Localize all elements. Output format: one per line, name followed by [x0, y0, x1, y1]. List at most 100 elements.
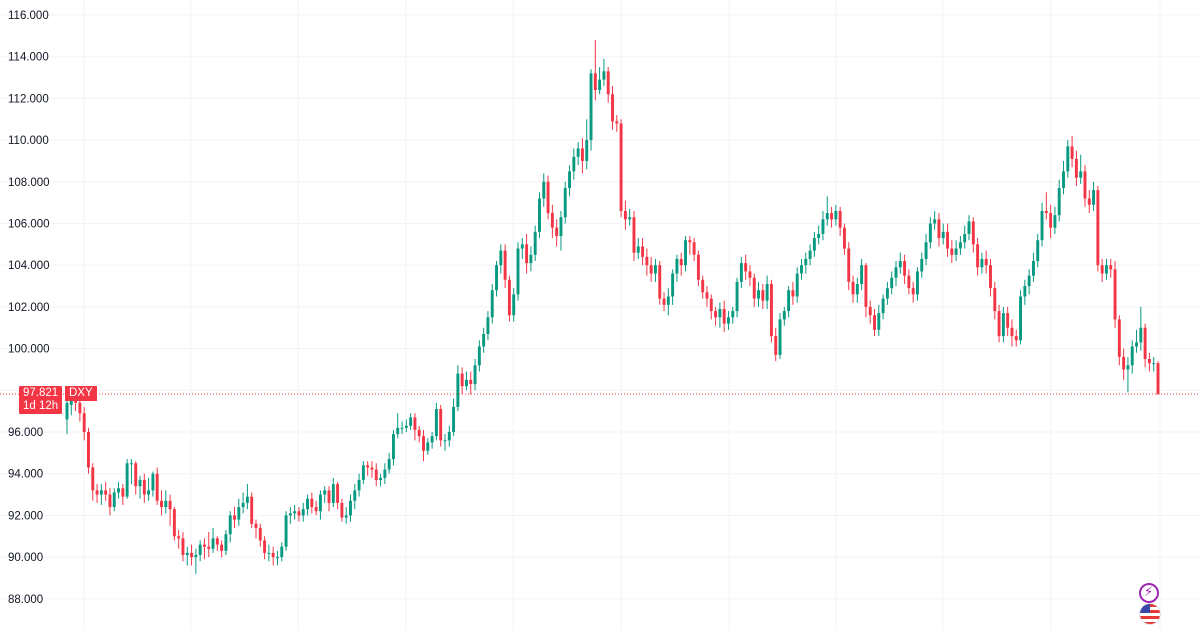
candle-body [885, 288, 889, 299]
candle-body [666, 296, 670, 305]
candle-body [314, 507, 318, 512]
candle-body [237, 507, 241, 520]
candle-body [928, 223, 932, 243]
candle-body [1122, 356, 1126, 370]
candle-body [645, 256, 649, 266]
candle-body [434, 409, 438, 437]
candle-body [744, 263, 748, 272]
candle-body [692, 242, 696, 255]
candle-body [1117, 319, 1121, 357]
candle-body [1147, 359, 1151, 364]
candle-body [155, 473, 159, 501]
candle-body [482, 334, 486, 347]
candle-body [82, 413, 86, 432]
candle-body [422, 436, 425, 451]
candle-body [984, 258, 988, 266]
candle-body [1074, 158, 1078, 178]
candle-body [585, 140, 589, 161]
candle-body [344, 515, 348, 518]
candle-body [301, 509, 305, 516]
candle-body [765, 283, 769, 301]
candle-body [688, 240, 692, 243]
candle-body [177, 536, 181, 539]
candle-body [1049, 213, 1053, 228]
candle-body [675, 258, 679, 274]
candle-body [404, 425, 408, 428]
candle-body [202, 544, 206, 547]
candle-body [254, 523, 258, 528]
candle-body [99, 490, 103, 495]
candle-body [580, 148, 584, 161]
candle-body [512, 294, 516, 316]
candle-body [722, 308, 726, 324]
candle-body [211, 538, 215, 549]
candles[interactable] [65, 40, 1160, 574]
candle-body [812, 238, 816, 251]
candle-body [284, 515, 288, 547]
candle-body [877, 313, 881, 330]
candle-body [924, 242, 928, 259]
candle-body [636, 246, 640, 253]
candle-body [233, 515, 236, 520]
candle-body [181, 538, 185, 556]
candle-body [606, 71, 610, 95]
candle-body [87, 432, 90, 468]
candle-body [576, 148, 580, 157]
candle-body [1139, 327, 1143, 343]
candle-body [503, 250, 507, 280]
candle-body [125, 463, 129, 497]
candle-body [542, 181, 546, 199]
candle-body [409, 417, 413, 426]
candle-body [538, 198, 541, 232]
candle-body [1152, 363, 1156, 365]
candle-body [916, 271, 919, 295]
candle-body [473, 365, 477, 385]
candle-body [769, 283, 773, 337]
candle-body [323, 490, 327, 495]
candle-body [731, 311, 735, 318]
candle-body [920, 258, 924, 272]
candle-body [1001, 313, 1005, 337]
candle-body [336, 484, 340, 503]
candle-body [164, 500, 168, 508]
y-axis-tick-label: 116.000 [8, 10, 49, 22]
candle-body [160, 500, 163, 508]
candle-body [894, 267, 898, 278]
candle-body [1057, 188, 1061, 216]
candle-body [589, 73, 593, 141]
y-axis-tick-label: 108.000 [8, 177, 50, 189]
candle-body [220, 544, 224, 551]
candle-body [860, 265, 864, 284]
candle-body [138, 479, 142, 487]
candle-body [327, 490, 331, 503]
candle-body [396, 427, 400, 435]
candle-body [465, 379, 468, 387]
candle-body [701, 279, 705, 293]
candle-body [366, 465, 370, 468]
candle-body [752, 277, 756, 299]
candle-body [563, 188, 567, 218]
candle-body [1062, 171, 1065, 189]
y-axis-tick-label: 90.000 [8, 552, 43, 564]
candle-body [911, 288, 915, 295]
candle-body [340, 502, 344, 518]
y-axis-tick-label: 114.000 [8, 52, 49, 64]
candle-body [112, 492, 116, 508]
candle-body [782, 311, 786, 320]
candle-body [774, 336, 778, 355]
candle-body [1096, 190, 1100, 266]
candle-body [662, 298, 666, 305]
candle-body [507, 279, 511, 316]
y-axis-tick-label: 112.000 [8, 93, 49, 105]
candle-body [95, 490, 99, 495]
candle-body [907, 275, 911, 289]
candle-body [533, 231, 537, 255]
flash-icon[interactable]: ⚡ [1139, 583, 1159, 603]
candle-body [78, 402, 82, 414]
us-flag-icon[interactable] [1139, 603, 1161, 625]
candle-body [117, 488, 121, 493]
candle-body [568, 171, 572, 189]
